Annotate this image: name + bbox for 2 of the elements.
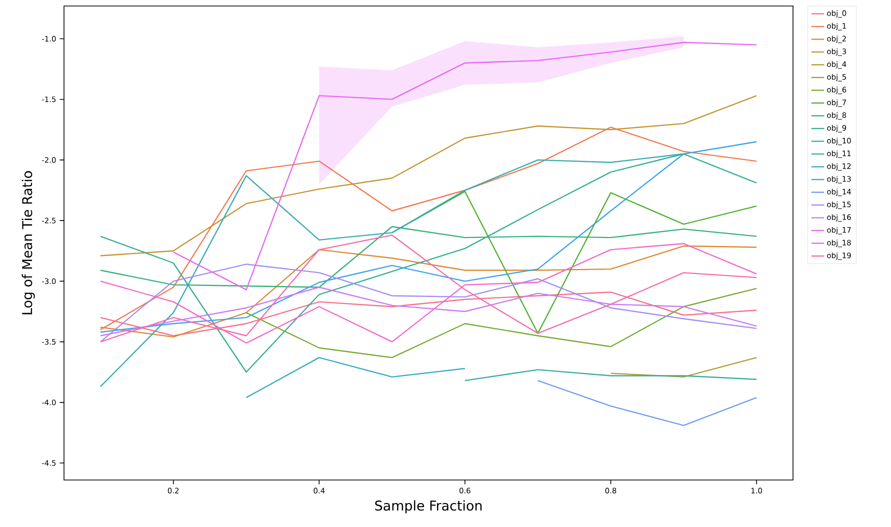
y-axis-title: Log of Mean Tie Ratio xyxy=(22,171,35,314)
x-axis-title: Sample Fraction xyxy=(375,500,482,514)
